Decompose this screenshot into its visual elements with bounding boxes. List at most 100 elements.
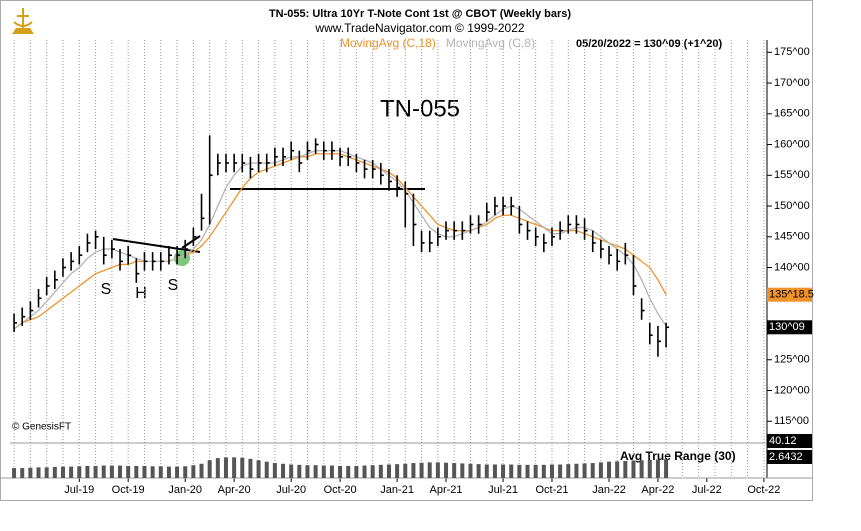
atr-bar bbox=[533, 464, 538, 478]
atr-scale-label: 40.12 bbox=[769, 435, 797, 447]
pattern-label: S bbox=[101, 281, 112, 298]
atr-bar bbox=[435, 462, 440, 478]
atr-bar bbox=[492, 464, 497, 478]
atr-bar bbox=[566, 464, 571, 478]
atr-bar bbox=[85, 465, 90, 478]
atr-bar bbox=[134, 465, 139, 478]
atr-bar bbox=[199, 463, 204, 478]
atr-bar bbox=[44, 467, 49, 478]
atr-bar bbox=[36, 467, 41, 478]
atr-value-label: 2.6432 bbox=[769, 451, 803, 463]
atr-bar bbox=[118, 465, 123, 478]
legend-entry: MovingAvg (C,18) bbox=[340, 36, 436, 50]
last-bar-text: 05/20/2022 = 130^09 (+1^20) bbox=[576, 38, 723, 50]
atr-bar bbox=[598, 462, 603, 478]
atr-bar bbox=[452, 463, 457, 478]
atr-bar bbox=[655, 459, 660, 478]
source: © GenesisFT bbox=[12, 422, 71, 433]
atr-bar bbox=[272, 463, 277, 478]
atr-bar bbox=[60, 466, 65, 478]
x-tick-label: Oct-19 bbox=[112, 484, 145, 496]
atr-bar bbox=[215, 458, 220, 478]
atr-bar bbox=[615, 461, 620, 478]
atr-bar bbox=[240, 457, 245, 478]
atr-value-box bbox=[767, 450, 812, 464]
x-tick-label: Jul-21 bbox=[488, 484, 518, 496]
atr-bar bbox=[69, 466, 74, 478]
atr-bar bbox=[313, 465, 318, 478]
atr-bar bbox=[647, 459, 652, 478]
atr-bar bbox=[468, 463, 473, 478]
atr-bar bbox=[28, 467, 33, 478]
x-tick-label: Jul-19 bbox=[64, 484, 94, 496]
y-tick-label: 125^00 bbox=[774, 354, 810, 366]
y-tick-label: 170^00 bbox=[774, 77, 810, 89]
atr-bar bbox=[321, 465, 326, 478]
atr-bar bbox=[12, 468, 17, 478]
atr-bar bbox=[639, 460, 644, 478]
atr-bar bbox=[305, 465, 310, 478]
atr-bar bbox=[558, 464, 563, 478]
atr-bar bbox=[150, 466, 155, 478]
y-tick-label: 120^00 bbox=[774, 384, 810, 396]
atr-bar bbox=[631, 460, 636, 478]
atr-bar bbox=[264, 461, 269, 478]
y-tick-label: 150^00 bbox=[774, 200, 810, 212]
x-tick-label: Oct-21 bbox=[535, 484, 568, 496]
frame bbox=[0, 0, 813, 501]
x-tick-label: Apr-22 bbox=[641, 484, 674, 496]
atr-bar bbox=[607, 461, 612, 478]
atr-bar bbox=[77, 466, 82, 478]
atr-bar bbox=[281, 463, 286, 478]
price-label-box bbox=[767, 320, 812, 335]
x-tick-label: Jan-21 bbox=[380, 484, 414, 496]
atr-bar bbox=[419, 462, 424, 478]
y-tick-label: 155^00 bbox=[774, 169, 810, 181]
y-tick-label: 160^00 bbox=[774, 138, 810, 150]
atr-bar bbox=[289, 464, 294, 478]
atr-bar bbox=[501, 464, 506, 478]
atr-bar bbox=[427, 462, 432, 478]
y-tick-label: 175^00 bbox=[774, 46, 810, 58]
symbol-label: TN-055 bbox=[380, 95, 460, 122]
legend-entry: MovingAvg (C,8) bbox=[446, 36, 535, 50]
atr-bar bbox=[664, 459, 669, 478]
atr-bar bbox=[175, 466, 180, 478]
y-tick-label: 140^00 bbox=[774, 261, 810, 273]
atr-bar bbox=[517, 464, 522, 478]
x-tick-label: Jul-20 bbox=[276, 484, 306, 496]
subtitle: www.TradeNavigator.com © 1999-2022 bbox=[314, 21, 524, 35]
price-label: 135^18.5 bbox=[769, 289, 814, 301]
atr-bar bbox=[191, 465, 196, 478]
chart-title: TN-055: Ultra 10Yr T-Note Cont 1st @ CBO… bbox=[269, 8, 571, 20]
atr-bar bbox=[395, 464, 400, 478]
atr-bar bbox=[444, 462, 449, 478]
atr-bar bbox=[582, 463, 587, 478]
atr-scale-box bbox=[767, 434, 812, 448]
atr-bar bbox=[126, 465, 131, 478]
atr-bar bbox=[248, 458, 253, 478]
atr-bar bbox=[460, 463, 465, 478]
atr-label: Avg True Range (30) bbox=[620, 449, 736, 463]
x-tick-label: Oct-20 bbox=[324, 484, 357, 496]
pattern-label: H bbox=[135, 285, 147, 302]
y-tick-label: 115^00 bbox=[774, 415, 809, 427]
atr-bar bbox=[378, 464, 383, 478]
atr-bar bbox=[354, 465, 359, 478]
price-label-box bbox=[767, 287, 812, 302]
y-tick-label: 145^00 bbox=[774, 231, 810, 243]
atr-bar bbox=[109, 465, 114, 478]
atr-bar bbox=[386, 464, 391, 478]
atr-bar bbox=[623, 460, 628, 478]
atr-bar bbox=[297, 464, 302, 478]
atr-bar bbox=[509, 464, 514, 478]
x-tick-label: Jan-22 bbox=[592, 484, 626, 496]
atr-bar bbox=[232, 457, 237, 478]
x-tick-label: Jul-22 bbox=[692, 484, 722, 496]
atr-bar bbox=[20, 468, 25, 478]
atr-bar bbox=[590, 463, 595, 478]
atr-bar bbox=[574, 463, 579, 478]
atr-bar bbox=[541, 464, 546, 478]
atr-bar bbox=[256, 460, 261, 478]
atr-bar bbox=[329, 465, 334, 478]
